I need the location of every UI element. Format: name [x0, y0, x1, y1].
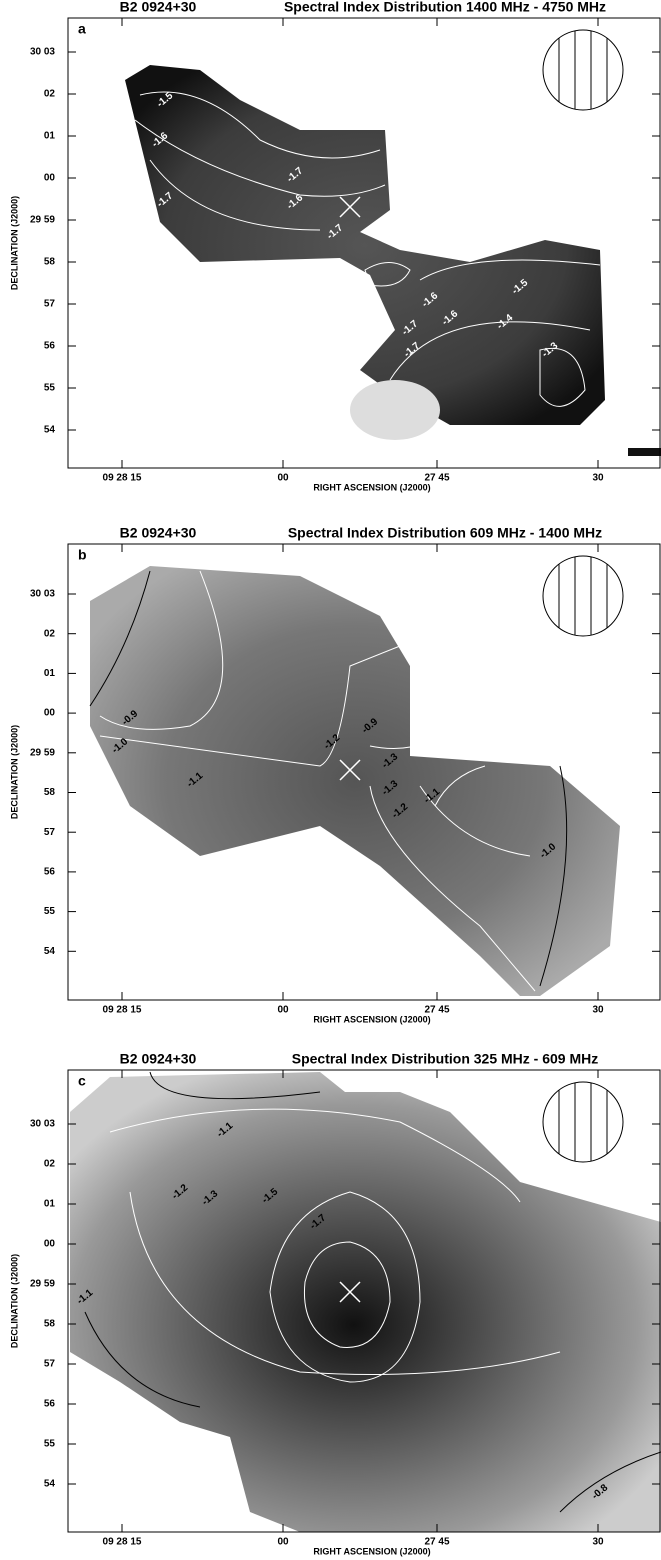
- y-tick-label: 55: [44, 383, 56, 394]
- x-tick-label: 00: [277, 1005, 289, 1016]
- y-tick-label: 30 03: [30, 589, 55, 600]
- y-tick-label: 02: [44, 1159, 56, 1170]
- y-tick-label: 29 59: [30, 747, 55, 758]
- y-axis-label: DECLINATION (J2000): [9, 725, 19, 819]
- panel-label: b: [78, 547, 87, 563]
- y-tick-label: 00: [44, 708, 56, 719]
- y-tick-label: 01: [44, 1199, 56, 1210]
- y-tick-label: 56: [44, 341, 56, 352]
- beam: [543, 556, 623, 636]
- x-axis-label: RIGHT ASCENSION (J2000): [313, 1014, 430, 1024]
- y-tick-label: 00: [44, 173, 56, 184]
- beam: [543, 30, 623, 110]
- y-tick-label: 58: [44, 787, 56, 798]
- map-region: [628, 448, 661, 456]
- panel: B2 0924+30 Spectral Index Distribution 60…: [9, 525, 660, 1025]
- x-tick-label: 09 28 15: [103, 473, 142, 484]
- x-axis-label: RIGHT ASCENSION (J2000): [313, 482, 430, 492]
- x-axis-label: RIGHT ASCENSION (J2000): [313, 1546, 430, 1556]
- y-tick-label: 02: [44, 628, 56, 639]
- y-tick-label: 58: [44, 257, 56, 268]
- y-tick-label: 02: [44, 89, 56, 100]
- y-tick-label: 57: [44, 827, 56, 838]
- y-tick-label: 01: [44, 131, 56, 142]
- y-tick-label: 30 03: [30, 47, 55, 58]
- x-tick-label: 09 28 15: [103, 1005, 142, 1016]
- map: [125, 65, 661, 456]
- beam: [543, 1082, 623, 1162]
- x-tick-label: 09 28 15: [103, 1537, 142, 1548]
- panel-title: B2 0924+30: [120, 525, 197, 541]
- y-tick-label: 55: [44, 1439, 56, 1450]
- panel-title: B2 0924+30: [120, 1051, 197, 1067]
- y-axis-label: DECLINATION (J2000): [9, 196, 19, 290]
- y-tick-label: 00: [44, 1239, 56, 1250]
- x-tick-label: 00: [277, 1537, 289, 1548]
- y-tick-label: 54: [44, 425, 56, 436]
- y-tick-label: 01: [44, 668, 56, 679]
- panel-title: B2 0924+30: [120, 0, 197, 15]
- map-region: [90, 566, 620, 996]
- y-tick-label: 29 59: [30, 215, 55, 226]
- panel-label: c: [78, 1073, 86, 1089]
- y-axis-label: DECLINATION (J2000): [9, 1254, 19, 1348]
- x-tick-label: 30: [592, 1005, 604, 1016]
- figure: B2 0924+30 Spectral Index Distribution 14…: [0, 0, 661, 1560]
- y-tick-label: 55: [44, 906, 56, 917]
- panel: B2 0924+30 Spectral Index Distribution 32…: [9, 1051, 661, 1557]
- panel-subtitle: Spectral Index Distribution 609 MHz - 14…: [288, 525, 602, 541]
- y-tick-label: 57: [44, 1359, 56, 1370]
- panel: B2 0924+30 Spectral Index Distribution 14…: [9, 0, 661, 492]
- x-tick-label: 00: [277, 473, 289, 484]
- y-tick-label: 30 03: [30, 1119, 55, 1130]
- y-tick-label: 29 59: [30, 1279, 55, 1290]
- panel-label: a: [78, 21, 86, 37]
- y-tick-label: 54: [44, 946, 56, 957]
- map: [90, 566, 620, 996]
- x-tick-label: 30: [592, 473, 604, 484]
- y-tick-label: 54: [44, 1479, 56, 1490]
- y-tick-label: 56: [44, 1399, 56, 1410]
- y-tick-label: 56: [44, 867, 56, 878]
- map-region: [125, 65, 605, 425]
- y-tick-label: 58: [44, 1319, 56, 1330]
- panel-subtitle: Spectral Index Distribution 325 MHz - 60…: [292, 1051, 599, 1067]
- y-tick-label: 57: [44, 299, 56, 310]
- x-tick-label: 30: [592, 1537, 604, 1548]
- map-region: [350, 380, 440, 440]
- panel-subtitle: Spectral Index Distribution 1400 MHz - 4…: [284, 0, 606, 15]
